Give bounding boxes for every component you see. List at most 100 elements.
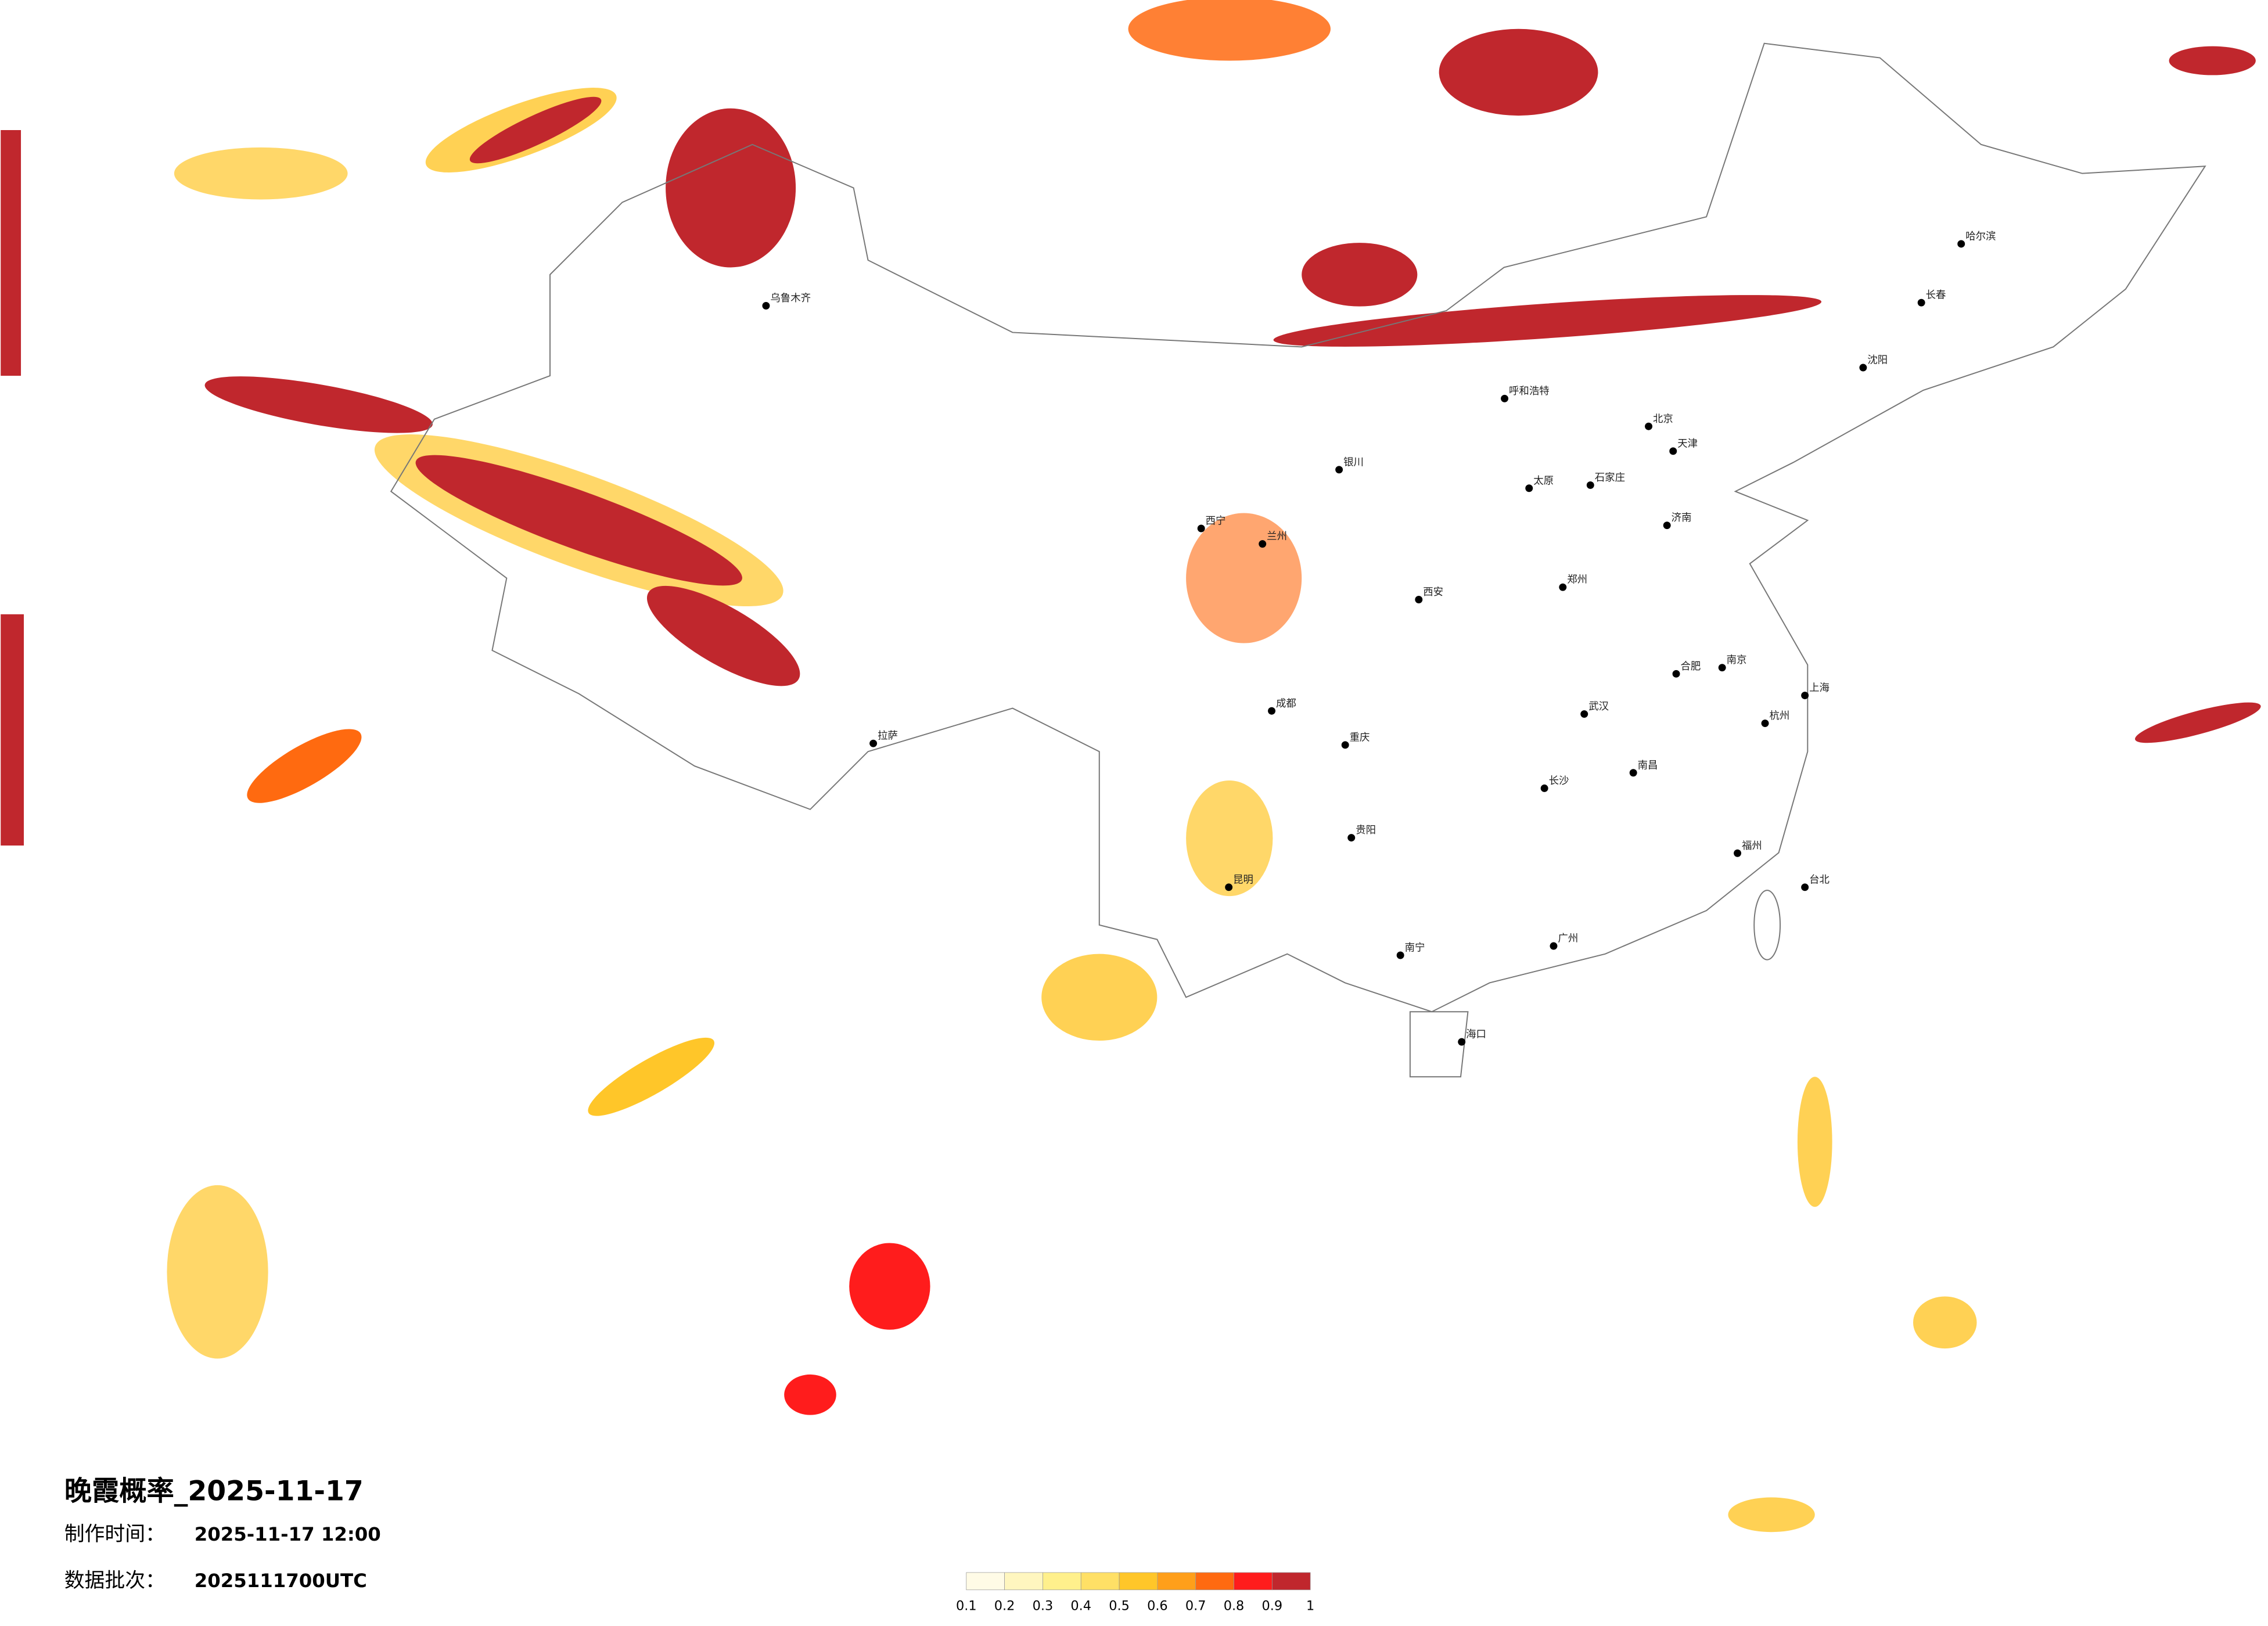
shade xyxy=(1302,243,1418,307)
city-label: 银川 xyxy=(1343,456,1364,468)
city-label: 长沙 xyxy=(1549,775,1569,787)
city-dot xyxy=(1761,720,1769,728)
shade xyxy=(2169,46,2256,75)
shade xyxy=(174,147,348,200)
shade xyxy=(415,455,742,586)
batch-label: 数据批次： xyxy=(64,1569,166,1592)
city-label: 广州 xyxy=(1558,933,1578,945)
city-dot xyxy=(1957,240,1965,248)
city-label: 武汉 xyxy=(1588,701,1609,713)
shade xyxy=(784,1374,836,1415)
colorbar-tick-label: 0.1 xyxy=(956,1599,977,1614)
colorbar-box xyxy=(1157,1572,1196,1591)
city-label: 哈尔滨 xyxy=(1965,231,1996,243)
shade xyxy=(2135,702,2261,743)
city-dot xyxy=(1347,834,1356,842)
city-label: 郑州 xyxy=(1567,574,1587,586)
city-dot xyxy=(1341,741,1349,749)
shade xyxy=(646,585,800,686)
city-dot xyxy=(1669,447,1677,455)
city-label: 合肥 xyxy=(1680,661,1701,672)
colorbar-box xyxy=(1234,1572,1273,1591)
shade xyxy=(1,130,21,376)
city-label: 上海 xyxy=(1809,682,1830,694)
city-dot xyxy=(1259,540,1267,548)
city-label: 昆明 xyxy=(1233,874,1253,886)
probability-shading xyxy=(1,0,2261,1533)
city-dot xyxy=(1458,1038,1466,1046)
colorbar-box xyxy=(966,1572,1005,1591)
city-dot xyxy=(1415,596,1423,603)
colorbar-box xyxy=(1080,1572,1120,1591)
city-dot xyxy=(1197,524,1205,533)
city-dot xyxy=(1396,951,1404,959)
made-label: 制作时间： xyxy=(64,1523,166,1546)
made-time: 2025-11-17 12:00 xyxy=(195,1523,381,1545)
colorbar-tick-label: 0.5 xyxy=(1109,1599,1130,1614)
colorbar-tick-label: 0.6 xyxy=(1147,1599,1168,1614)
city-label: 石家庄 xyxy=(1595,472,1625,484)
batch: 2025111700UTC xyxy=(195,1570,367,1592)
city-dot xyxy=(1525,484,1533,492)
city-dot xyxy=(1268,707,1276,715)
city-label: 重庆 xyxy=(1350,732,1370,743)
colorbar-box xyxy=(1271,1572,1311,1591)
city-label: 太原 xyxy=(1533,475,1554,487)
island-outline xyxy=(1409,1011,1469,1078)
city-label: 拉萨 xyxy=(878,731,898,742)
city-label: 南宁 xyxy=(1405,942,1425,954)
colorbar-tick-label: 1 xyxy=(1306,1599,1314,1614)
shade xyxy=(1041,954,1158,1041)
shade xyxy=(1,614,24,846)
colorbar: 0.1 0.2 0.3 0.4 0.5 0.6 0.7 0.8 0.9 1 xyxy=(956,1572,1314,1614)
city-label: 西宁 xyxy=(1206,516,1226,527)
city-dot xyxy=(869,739,878,747)
city-dot xyxy=(1501,394,1509,402)
colorbar-box xyxy=(1119,1572,1158,1591)
city-label: 南昌 xyxy=(1638,760,1658,771)
shade xyxy=(247,729,362,803)
city-label: 长春 xyxy=(1926,290,1946,301)
shade xyxy=(666,108,796,268)
city-label: 成都 xyxy=(1276,698,1296,710)
city-dot xyxy=(1917,298,1925,307)
colorbar-tick-label: 0.9 xyxy=(1262,1599,1283,1614)
city-dot xyxy=(1801,692,1809,700)
city-label: 贵阳 xyxy=(1356,825,1376,836)
shade xyxy=(1186,513,1302,643)
colorbar-box xyxy=(1195,1572,1234,1591)
city-label: 济南 xyxy=(1672,512,1692,524)
city-label: 杭州 xyxy=(1770,710,1790,722)
colorbar-tick-label: 0.2 xyxy=(994,1599,1015,1614)
city-dot xyxy=(1672,670,1680,678)
city-dot xyxy=(1225,883,1233,891)
city-label: 西安 xyxy=(1423,587,1443,598)
shade xyxy=(1273,295,1822,347)
shade xyxy=(1128,0,1331,61)
city-dot xyxy=(1550,942,1558,950)
shade xyxy=(469,96,602,164)
island-outline xyxy=(1753,890,1781,961)
colorbar-tick-label: 0.7 xyxy=(1185,1599,1206,1614)
colorbar-tick-label: 0.3 xyxy=(1033,1599,1054,1614)
shade xyxy=(588,1037,715,1116)
colorbar-tick-label: 0.8 xyxy=(1224,1599,1245,1614)
city-dot xyxy=(1540,784,1548,792)
city-dot xyxy=(1586,481,1594,489)
city-dot xyxy=(1645,422,1653,430)
shade xyxy=(1913,1296,1977,1349)
shade xyxy=(1439,28,1598,116)
city-dot xyxy=(1559,583,1567,591)
city-label: 南京 xyxy=(1727,654,1747,666)
city-dot xyxy=(1734,849,1742,857)
city-label: 呼和浩特 xyxy=(1509,386,1550,397)
city-label: 天津 xyxy=(1677,438,1698,449)
colorbar-box xyxy=(1004,1572,1043,1591)
city-label: 台北 xyxy=(1809,874,1830,886)
shade xyxy=(167,1185,268,1359)
city-label: 乌鲁木齐 xyxy=(770,293,811,304)
city-dot xyxy=(762,302,770,310)
shade xyxy=(849,1243,930,1330)
